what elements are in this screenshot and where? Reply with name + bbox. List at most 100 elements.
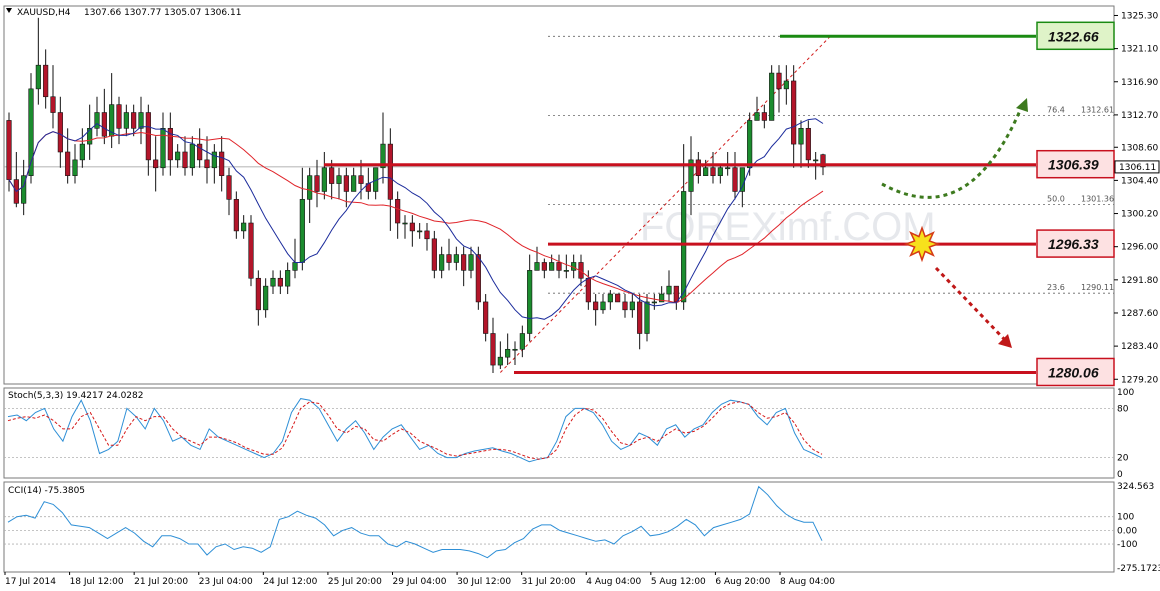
candle-body — [490, 333, 496, 366]
candle-body — [725, 167, 731, 170]
price-tick-label: 1325.30 — [1121, 11, 1158, 21]
price-tick-label: 1279.20 — [1121, 375, 1158, 385]
candle-body — [732, 167, 738, 192]
watermark: FOREXimf.COM — [640, 205, 936, 249]
candle-body — [255, 277, 261, 311]
candle-body — [417, 230, 423, 233]
candle-body — [651, 301, 657, 304]
candle-body — [138, 112, 144, 129]
candle-body — [72, 159, 78, 176]
candle-body — [387, 143, 393, 200]
candle-body — [761, 112, 767, 121]
candle-body — [248, 222, 254, 279]
time-tick-label: 23 Jul 04:00 — [199, 577, 253, 587]
candle-body — [783, 80, 789, 90]
candle-body — [197, 143, 203, 161]
candle-body — [439, 254, 445, 271]
candle-body — [299, 199, 305, 263]
stoch-signal-line — [7, 401, 823, 460]
candle-body — [541, 262, 547, 271]
ma-fast-line — [8, 118, 824, 320]
candle-body — [351, 175, 357, 192]
candle-body — [241, 222, 247, 232]
time-tick-label: 17 Jul 2014 — [5, 577, 56, 587]
bearish-arrow-head — [998, 334, 1012, 348]
candle-body — [475, 254, 481, 303]
candle-body — [175, 151, 181, 161]
time-tick-label: 5 Aug 12:00 — [651, 577, 706, 587]
candle-body — [380, 143, 386, 169]
candle-body — [270, 277, 276, 287]
candle-body — [710, 167, 716, 176]
cci-label: CCI(14) -75.3805 — [8, 486, 85, 496]
fib-ratio-label: 50.0 — [1047, 194, 1065, 203]
stoch-tick-label: 100 — [1117, 388, 1134, 398]
price-tick-label: 1304.40 — [1121, 176, 1158, 186]
stoch-tick-label: 0 — [1117, 470, 1123, 480]
candle-body — [607, 293, 613, 303]
candle-body — [233, 199, 239, 232]
candle-body — [798, 128, 804, 145]
candle-body — [813, 159, 819, 162]
symbol-label: XAUUSD,H4 — [17, 8, 71, 18]
bearish-forecast-arrow — [934, 266, 1007, 342]
candle-body — [409, 222, 415, 232]
candle-body — [688, 159, 694, 192]
cci-tick-label: 0.00 — [1117, 526, 1137, 536]
price-tick-label: 1308.60 — [1121, 143, 1158, 153]
candle-body — [123, 112, 129, 129]
candle-body — [153, 159, 159, 169]
candle-body — [402, 222, 408, 225]
chart-menu-triangle-icon[interactable] — [6, 8, 12, 13]
axes: 1325.30 1321.10 1316.90 1312.70 1308.60 1304.… — [4, 11, 1160, 587]
stoch-label: Stoch(5,3,3) 19.4217 24.0282 — [8, 391, 143, 401]
panel-frames — [3, 5, 1115, 573]
time-tick-label: 6 Aug 20:00 — [715, 577, 770, 587]
cci-panel-frame — [3, 481, 1115, 573]
candle-body — [563, 270, 569, 272]
candle-body — [343, 175, 349, 192]
candle-body — [314, 175, 320, 192]
candle-body — [50, 96, 56, 113]
price-tick-label: 1300.20 — [1121, 210, 1158, 220]
candle-body — [285, 270, 291, 287]
candle-body — [131, 112, 137, 129]
fibonacci-retracement: 76.4 1312.61 50.0 1301.36 23.6 1290.11 — [499, 35, 1114, 373]
ohlc-values: 1307.66 1307.77 1305.07 1306.11 — [84, 8, 241, 18]
cci-tick-label: -100 — [1117, 540, 1138, 550]
cci-panel — [7, 485, 823, 559]
candle-body — [336, 175, 342, 184]
candle-body — [145, 112, 151, 161]
candle-body — [703, 167, 709, 176]
stoch-tick-label: 20 — [1117, 454, 1129, 464]
fib-price-label: 1301.36 — [1081, 194, 1114, 203]
candle-body — [549, 262, 555, 271]
price-level-label: 1296.33 — [1048, 236, 1099, 252]
candle-body — [167, 128, 173, 161]
candle-body — [446, 254, 452, 263]
candle-body — [659, 293, 665, 303]
candle-body — [527, 270, 533, 334]
candle-body — [681, 191, 687, 303]
candle-body — [292, 262, 298, 271]
candle-body — [211, 151, 217, 169]
price-level-label: 1280.06 — [1048, 364, 1099, 380]
candle-body — [791, 80, 797, 145]
candle-body — [512, 348, 518, 351]
candle-body — [395, 199, 401, 224]
price-level-box — [1036, 149, 1115, 179]
cci-tick-label: 100 — [1117, 513, 1134, 523]
cci-tick-label: 324.563 — [1117, 482, 1154, 492]
price-tick-label: 1321.10 — [1121, 45, 1158, 55]
candle-body — [87, 128, 93, 145]
stoch-panel-frame — [3, 387, 1115, 479]
candle-body — [673, 285, 679, 303]
price-level-label: 1322.66 — [1048, 28, 1099, 44]
candle-body — [28, 88, 34, 176]
price-tick-label: 1316.90 — [1121, 78, 1158, 88]
stoch-tick-label: 80 — [1117, 404, 1129, 414]
main-panel-frame — [3, 5, 1115, 385]
candle-body — [505, 348, 511, 358]
fib-price-label: 1290.11 — [1081, 283, 1114, 292]
candle-body — [6, 120, 12, 180]
